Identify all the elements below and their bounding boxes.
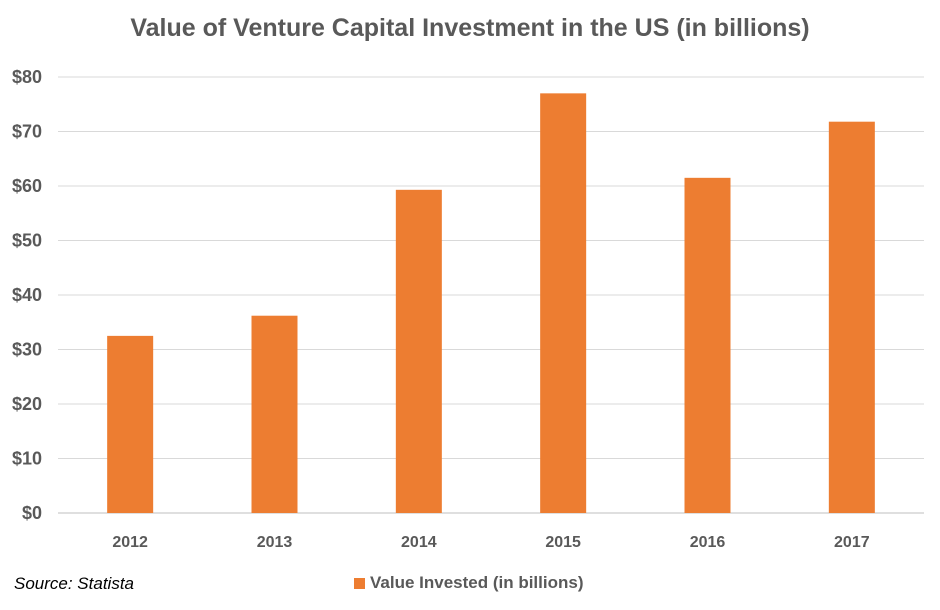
y-tick-label: $0 <box>22 503 42 523</box>
y-tick-label: $80 <box>12 67 42 87</box>
x-tick-label: 2016 <box>690 534 726 551</box>
y-tick-label: $50 <box>12 231 42 251</box>
y-tick-label: $60 <box>12 176 42 196</box>
legend: Value Invested (in billions) <box>354 573 584 593</box>
y-tick-label: $20 <box>12 394 42 414</box>
y-tick-label: $70 <box>12 122 42 142</box>
bar-2013 <box>251 315 298 513</box>
gridlines <box>58 76 924 514</box>
bar-2014 <box>395 189 442 513</box>
x-axis-ticks: 2012 2013 2014 2015 2016 2017 <box>112 534 869 551</box>
y-axis-ticks: $0 $10 $20 $30 $40 $50 $60 $70 $80 <box>12 67 42 523</box>
source-note: Source: Statista <box>14 574 135 593</box>
legend-label: Value Invested (in billions) <box>370 573 584 592</box>
x-tick-label: 2012 <box>112 534 148 551</box>
bar-2017 <box>828 121 875 513</box>
bar-2012 <box>107 335 154 513</box>
x-tick-label: 2015 <box>545 534 581 551</box>
x-tick-label: 2013 <box>257 534 293 551</box>
chart-title: Value of Venture Capital Investment in t… <box>130 14 810 42</box>
y-tick-label: $10 <box>12 449 42 469</box>
y-tick-label: $40 <box>12 285 42 305</box>
y-tick-label: $30 <box>12 340 42 360</box>
bars <box>107 93 875 513</box>
bar-2015 <box>540 93 587 513</box>
x-tick-label: 2014 <box>401 534 437 551</box>
bar-2016 <box>684 177 731 513</box>
legend-swatch <box>354 577 365 589</box>
x-tick-label: 2017 <box>834 534 870 551</box>
